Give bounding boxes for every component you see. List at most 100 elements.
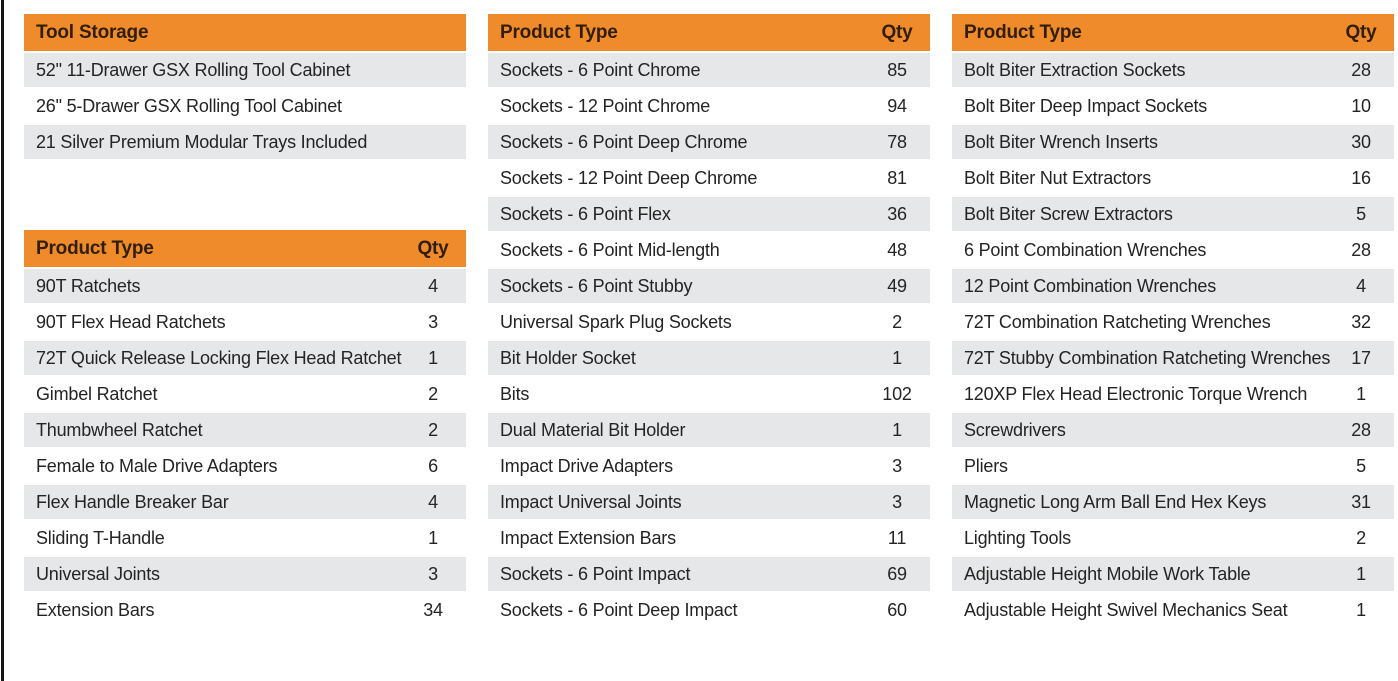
table-row: 6 Point Combination Wrenches 28 <box>952 233 1394 267</box>
qty-cell: 32 <box>1351 311 1371 332</box>
table-row: Dual Material Bit Holder 1 <box>488 413 930 447</box>
qty-cell: 48 <box>887 239 907 260</box>
left-product-table: Product Type Qty 90T Ratchets 4 90T Flex Hea… <box>24 230 466 627</box>
qty-cell: 1 <box>1356 599 1366 620</box>
table-row: 90T Flex Head Ratchets 3 <box>24 305 466 339</box>
product-type-cell: Impact Extension Bars <box>500 527 676 548</box>
column-right: Product Type Qty Bolt Biter Extraction Soc… <box>952 14 1394 627</box>
qty-cell: 60 <box>887 599 907 620</box>
table-row: Pliers 5 <box>952 449 1394 483</box>
table-row: Bolt Biter Deep Impact Sockets 10 <box>952 89 1394 123</box>
product-type-cell: 6 Point Combination Wrenches <box>964 239 1207 260</box>
product-type-cell: Sockets - 12 Point Deep Chrome <box>500 167 758 188</box>
tool-storage-table: Tool Storage 52" 11-Drawer GSX Rolling To… <box>24 14 466 159</box>
product-type-cell: 72T Stubby Combination Ratcheting Wrench… <box>964 347 1331 368</box>
table-row: Sliding T-Handle 1 <box>24 521 466 555</box>
table-header-title: Product Type <box>500 21 618 43</box>
qty-cell: 34 <box>423 599 443 620</box>
product-type-cell: 72T Combination Ratcheting Wrenches <box>964 311 1271 332</box>
table-row: Magnetic Long Arm Ball End Hex Keys 31 <box>952 485 1394 519</box>
qty-cell: 10 <box>1351 95 1371 116</box>
table-row: Extension Bars 34 <box>24 593 466 627</box>
table-row: 26" 5-Drawer GSX Rolling Tool Cabinet <box>24 89 466 123</box>
product-type-cell: Sockets - 6 Point Deep Impact <box>500 599 738 620</box>
table-row: Bolt Biter Nut Extractors 16 <box>952 161 1394 195</box>
product-type-cell: 90T Ratchets <box>36 275 141 296</box>
table-row: Impact Drive Adapters 3 <box>488 449 930 483</box>
table-row: Adjustable Height Swivel Mechanics Seat 1 <box>952 593 1394 627</box>
table-row: Bolt Biter Wrench Inserts 30 <box>952 125 1394 159</box>
qty-cell: 85 <box>887 59 907 80</box>
qty-cell: 1 <box>892 419 902 440</box>
table-row: Bolt Biter Extraction Sockets 28 <box>952 53 1394 87</box>
table-header: Product Type Qty <box>952 14 1394 51</box>
product-type-cell: 72T Quick Release Locking Flex Head Ratc… <box>36 347 402 368</box>
table-row: Sockets - 6 Point Impact 69 <box>488 557 930 591</box>
table-row: Sockets - 6 Point Chrome 85 <box>488 53 930 87</box>
table-row: Gimbel Ratchet 2 <box>24 377 466 411</box>
qty-cell: 3 <box>892 455 902 476</box>
table-row: Lighting Tools 2 <box>952 521 1394 555</box>
product-type-cell: Impact Drive Adapters <box>500 455 673 476</box>
table-header-qty-label: Qty <box>881 21 913 43</box>
tables-layout: Tool Storage 52" 11-Drawer GSX Rolling To… <box>24 14 1394 627</box>
table-row: Adjustable Height Mobile Work Table 1 <box>952 557 1394 591</box>
product-type-cell: Extension Bars <box>36 599 155 620</box>
product-type-cell: Universal Joints <box>36 563 160 584</box>
product-type-cell: 12 Point Combination Wrenches <box>964 275 1217 296</box>
product-type-cell: Adjustable Height Swivel Mechanics Seat <box>964 599 1288 620</box>
product-type-cell: Gimbel Ratchet <box>36 383 158 404</box>
qty-cell: 5 <box>1356 203 1366 224</box>
product-type-cell: Magnetic Long Arm Ball End Hex Keys <box>964 491 1267 512</box>
qty-cell: 16 <box>1351 167 1371 188</box>
qty-cell: 4 <box>1356 275 1366 296</box>
qty-cell: 1 <box>428 527 438 548</box>
table-row: 21 Silver Premium Modular Trays Included <box>24 125 466 159</box>
product-type-cell: Sockets - 6 Point Deep Chrome <box>500 131 748 152</box>
table-row: 72T Combination Ratcheting Wrenches 32 <box>952 305 1394 339</box>
product-type-cell: Sockets - 6 Point Chrome <box>500 59 701 80</box>
product-type-cell: Thumbwheel Ratchet <box>36 419 203 440</box>
table-header-qty-label: Qty <box>417 237 449 259</box>
product-type-cell: Adjustable Height Mobile Work Table <box>964 563 1251 584</box>
qty-cell: 36 <box>887 203 907 224</box>
table-header-title: Tool Storage <box>36 21 149 43</box>
qty-cell: 2 <box>428 383 438 404</box>
table-row: 52" 11-Drawer GSX Rolling Tool Cabinet <box>24 53 466 87</box>
qty-cell: 69 <box>887 563 907 584</box>
product-type-cell: Bolt Biter Deep Impact Sockets <box>964 95 1208 116</box>
qty-cell: 28 <box>1351 239 1371 260</box>
table-row: 12 Point Combination Wrenches 4 <box>952 269 1394 303</box>
table-row: Impact Universal Joints 3 <box>488 485 930 519</box>
table-row: Bolt Biter Screw Extractors 5 <box>952 197 1394 231</box>
table-row: Flex Handle Breaker Bar 4 <box>24 485 466 519</box>
qty-cell: 28 <box>1351 419 1371 440</box>
table-row: Sockets - 12 Point Deep Chrome 81 <box>488 161 930 195</box>
qty-cell: 1 <box>1356 563 1366 584</box>
table-row: Impact Extension Bars 11 <box>488 521 930 555</box>
table-row: Sockets - 12 Point Chrome 94 <box>488 89 930 123</box>
product-type-cell: Bits <box>500 383 530 404</box>
product-type-cell: Sockets - 6 Point Flex <box>500 203 671 224</box>
qty-cell: 3 <box>892 491 902 512</box>
qty-cell: 31 <box>1351 491 1371 512</box>
table-row: Bits 102 <box>488 377 930 411</box>
column-left: Tool Storage 52" 11-Drawer GSX Rolling To… <box>24 14 466 627</box>
table-row: Thumbwheel Ratchet 2 <box>24 413 466 447</box>
product-type-cell: Bolt Biter Screw Extractors <box>964 203 1173 224</box>
table-row: Sockets - 6 Point Deep Impact 60 <box>488 593 930 627</box>
product-type-cell: 120XP Flex Head Electronic Torque Wrench <box>964 383 1308 404</box>
table-row: Screwdrivers 28 <box>952 413 1394 447</box>
product-type-cell: 26" 5-Drawer GSX Rolling Tool Cabinet <box>36 95 342 116</box>
table-row: Sockets - 6 Point Stubby 49 <box>488 269 930 303</box>
product-type-cell: Sockets - 6 Point Stubby <box>500 275 693 296</box>
qty-cell: 28 <box>1351 59 1371 80</box>
qty-cell: 6 <box>428 455 438 476</box>
product-type-cell: 21 Silver Premium Modular Trays Included <box>36 131 368 152</box>
product-type-cell: Universal Spark Plug Sockets <box>500 311 732 332</box>
qty-cell: 81 <box>887 167 907 188</box>
product-type-cell: Bolt Biter Wrench Inserts <box>964 131 1158 152</box>
qty-cell: 102 <box>882 383 912 404</box>
column-middle: Product Type Qty Sockets - 6 Point Chrome 8… <box>488 14 930 627</box>
qty-cell: 1 <box>1356 383 1366 404</box>
